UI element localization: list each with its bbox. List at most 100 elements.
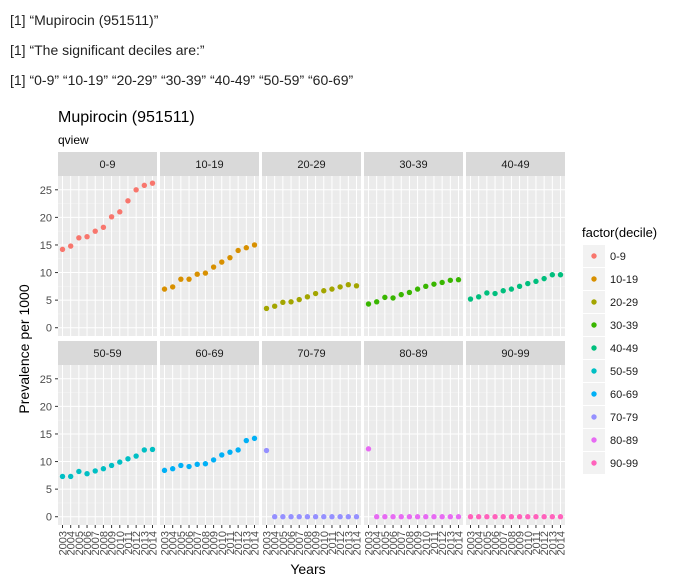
facet-strip-label: 50-59 xyxy=(93,348,121,360)
data-point xyxy=(382,514,388,520)
x-tick-label: 2003 xyxy=(160,531,172,555)
data-point xyxy=(345,281,352,288)
facet-strip-label: 60-69 xyxy=(195,348,223,360)
y-tick-label: 5 xyxy=(46,295,52,307)
data-point xyxy=(296,514,302,520)
facet-panel-bg xyxy=(466,176,565,336)
x-tick-label: 2003 xyxy=(364,531,376,555)
facet-strip-label: 20-29 xyxy=(297,159,325,171)
chart-title: Mupirocin (951511) xyxy=(58,109,195,126)
x-tick-label: 2006 xyxy=(388,531,400,555)
facet-strip-label: 30-39 xyxy=(399,159,427,171)
data-point xyxy=(125,456,131,462)
x-tick-label: 2008 xyxy=(302,531,314,555)
x-tick-label: 2009 xyxy=(311,531,323,555)
facet-strip xyxy=(466,341,565,365)
legend-swatch xyxy=(591,322,597,328)
data-point xyxy=(149,446,156,453)
x-tick-label: 2013 xyxy=(241,531,253,555)
x-tick-label: 2007 xyxy=(294,531,306,555)
facet-strip xyxy=(364,152,463,176)
y-tick-label: 15 xyxy=(40,429,52,441)
y-tick-label: 20 xyxy=(40,212,52,224)
x-tick-label: 2006 xyxy=(286,531,298,555)
x-axis-label: Years xyxy=(290,561,325,577)
data-point xyxy=(117,209,123,215)
legend-item-20-29: 20-29 xyxy=(583,291,638,313)
data-point xyxy=(227,254,233,261)
data-point xyxy=(263,447,270,454)
x-tick-label: 2009 xyxy=(209,531,221,555)
data-point xyxy=(312,290,319,297)
y-tick-label: 10 xyxy=(40,268,52,280)
facet-strip-label: 80-89 xyxy=(399,348,427,360)
data-point xyxy=(439,279,445,286)
facet-80-89: 80-8920032004200520062007200820092010201… xyxy=(364,341,466,555)
data-point xyxy=(67,473,74,480)
x-tick-label: 2014 xyxy=(556,531,568,555)
legend-label: 10-19 xyxy=(610,274,638,286)
x-tick-label: 2004 xyxy=(372,531,384,555)
x-tick-label: 2012 xyxy=(437,531,449,555)
console-line-1: [1] “Mupirocin (951511)” xyxy=(10,12,159,28)
legend-label: 90-99 xyxy=(610,458,638,470)
x-tick-label: 2013 xyxy=(343,531,355,555)
y-tick-label: 25 xyxy=(40,185,52,197)
data-point xyxy=(321,514,327,520)
x-tick-label: 2007 xyxy=(396,531,408,555)
y-tick-label: 20 xyxy=(40,401,52,413)
legend-swatch xyxy=(591,391,597,397)
legend-label: 50-59 xyxy=(610,366,638,378)
data-point xyxy=(321,288,327,294)
data-point xyxy=(312,514,319,520)
facet-0-9: 0-9 0 5 10 15 20 25 xyxy=(40,152,157,336)
x-tick-label: 2011 xyxy=(123,531,135,555)
data-point xyxy=(117,459,123,465)
data-point xyxy=(288,514,294,520)
data-point xyxy=(414,286,421,292)
data-point xyxy=(76,235,82,241)
x-tick-label: 2012 xyxy=(131,531,143,555)
data-point xyxy=(243,245,250,251)
data-point xyxy=(141,182,148,189)
data-point xyxy=(455,514,462,520)
data-point xyxy=(161,467,168,474)
data-point xyxy=(219,452,225,458)
data-point xyxy=(133,453,139,459)
data-point xyxy=(210,264,217,270)
facet-30-39: 30-39 xyxy=(364,152,463,336)
x-tick-label: 2007 xyxy=(192,531,204,555)
facet-strip-label: 10-19 xyxy=(195,159,223,171)
data-point xyxy=(329,286,335,292)
data-point xyxy=(210,457,217,463)
x-tick-label: 2009 xyxy=(515,531,527,555)
data-point xyxy=(353,283,360,289)
data-point xyxy=(549,514,556,520)
data-point xyxy=(251,242,258,248)
y-tick-label: 5 xyxy=(46,484,52,496)
data-point xyxy=(382,294,388,301)
legend-item-60-69: 60-69 xyxy=(583,383,638,405)
x-tick-label: 2008 xyxy=(506,531,518,555)
data-point xyxy=(475,294,482,300)
facet-panel-bg xyxy=(58,365,157,525)
x-tick-label: 2013 xyxy=(139,531,151,555)
x-tick-label: 2008 xyxy=(404,531,416,555)
data-point xyxy=(329,514,335,520)
x-tick-label: 2004 xyxy=(66,531,78,555)
x-tick-label: 2005 xyxy=(482,531,494,555)
facet-40-49: 40-49 xyxy=(466,152,565,336)
legend-item-10-19: 10-19 xyxy=(583,268,638,290)
data-point xyxy=(202,461,209,467)
y-tick-label: 0 xyxy=(46,323,52,335)
data-point xyxy=(423,514,429,520)
data-point xyxy=(516,514,523,520)
facet-strip xyxy=(58,152,157,176)
facet-50-59: 50-5905101520252003200420052006200720082… xyxy=(40,341,160,555)
data-point xyxy=(178,276,184,282)
data-point xyxy=(549,272,556,278)
data-point xyxy=(194,461,200,468)
data-point xyxy=(492,290,498,297)
data-point xyxy=(263,305,270,312)
